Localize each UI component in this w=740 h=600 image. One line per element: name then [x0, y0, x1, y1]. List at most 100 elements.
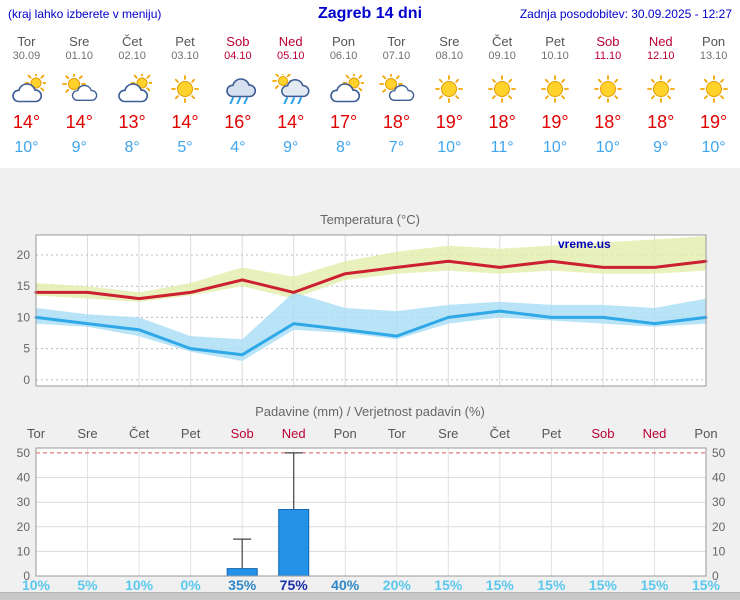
day-name: Čet — [122, 34, 143, 49]
day-column-05.10[interactable]: Ned 05.10 14° 9° — [264, 30, 317, 168]
day-max-temp: 18° — [382, 112, 411, 132]
day-max-temp: 16° — [224, 112, 252, 132]
day-column-03.10[interactable]: Pet 03.10 14° 5° — [159, 30, 212, 168]
day-max-temp: 17° — [329, 112, 358, 132]
day-min-temp: 10° — [701, 139, 726, 156]
temp-plot-frame — [35, 234, 707, 387]
precip-day-label: Pet — [542, 426, 562, 441]
day-date: 08.10 — [435, 50, 464, 62]
day-column-08.10[interactable]: Sre 08.10 19° 10° — [423, 30, 476, 168]
sun-icon — [541, 75, 569, 103]
temp-ytick-label: 5 — [23, 342, 30, 356]
day-min-temp: 4° — [230, 139, 246, 156]
day-name: Sre — [69, 34, 90, 49]
sun-icon — [488, 75, 517, 103]
day-min-temp: 10° — [542, 139, 568, 156]
precip-ytick-right: 30 — [712, 495, 726, 509]
precip-bar — [278, 509, 310, 577]
precip-probability: 75% — [280, 577, 309, 593]
precip-ytick-right: 40 — [712, 471, 726, 485]
day-column-13.10[interactable]: Pon 13.10 19° 10° — [687, 30, 740, 168]
precip-ytick-right: 50 — [712, 446, 726, 460]
day-name: Pon — [332, 34, 356, 49]
precip-ytick-right: 10 — [712, 544, 726, 558]
precip-ytick-left: 30 — [17, 495, 31, 509]
cloud-sun-icon — [12, 71, 48, 103]
day-icon-wrap — [476, 74, 529, 106]
precip-day-label: Čet — [490, 426, 511, 441]
precip-bar — [226, 568, 258, 577]
day-max-temp: 14° — [65, 112, 93, 132]
precip-day-label: Ned — [643, 426, 667, 441]
precipitation-chart: Tor Sre Čet Pet Sob Ned Pon Tor Sre Čet Pet Sob Ned P… — [17, 426, 726, 593]
day-max-temp: 18° — [594, 112, 622, 132]
day-min-temp: 10° — [14, 139, 39, 156]
day-date: 03.10 — [171, 50, 199, 62]
precip-ytick-left: 50 — [17, 446, 31, 460]
day-max-temp: 18° — [647, 112, 675, 132]
temperature-chart: 0 5 10 15 20 vreme.us — [17, 234, 708, 387]
min-range-band — [36, 292, 706, 361]
forecast-days-row: Tor 30.09 14° 10° Sre 01.10 14° 9° Čet 02.10 13° 8°… — [0, 30, 740, 168]
precip-ytick-left: 0 — [23, 569, 30, 583]
day-column-06.10[interactable]: Pon 06.10 17° 8° — [317, 30, 370, 168]
bottom-scrollbar[interactable] — [0, 592, 740, 600]
day-name: Ned — [648, 34, 673, 49]
day-min-temp: 10° — [437, 139, 462, 156]
temp-ytick-label: 0 — [23, 373, 30, 387]
day-column-11.10[interactable]: Sob 11.10 18° 10° — [581, 30, 634, 168]
day-column-30.09[interactable]: Tor 30.09 14° 10° — [0, 30, 53, 168]
day-icon-wrap — [634, 74, 687, 106]
max-range-band — [36, 236, 706, 302]
day-icon-wrap — [211, 74, 264, 106]
day-max-temp: 14° — [171, 112, 199, 132]
temperature-chart-title: Temperatura (°C) — [320, 212, 420, 227]
precip-probability: 10% — [125, 577, 154, 593]
day-column-07.10[interactable]: Tor 07.10 18° 7° — [370, 30, 423, 168]
day-column-10.10[interactable]: Pet 10.10 19° 10° — [529, 30, 582, 168]
day-name: Pon — [702, 34, 726, 49]
day-icon-wrap — [159, 74, 212, 106]
rain-sun-icon — [271, 70, 310, 105]
day-date: 09.10 — [488, 50, 516, 62]
day-name: Tor — [387, 34, 406, 49]
day-date: 01.10 — [65, 50, 94, 62]
day-name: Ned — [278, 34, 303, 49]
sun-icon — [646, 75, 675, 103]
day-name: Pet — [545, 34, 565, 49]
precip-day-label: Tor — [388, 426, 407, 441]
day-min-temp: 9° — [283, 139, 299, 156]
day-min-temp: 7° — [388, 139, 405, 156]
day-column-09.10[interactable]: Čet 09.10 18° 11° — [476, 30, 529, 168]
day-min-temp: 8° — [124, 139, 140, 156]
precip-day-label: Pet — [181, 426, 201, 441]
precipitation-chart-title: Padavine (mm) / Verjetnost padavin (%) — [255, 404, 485, 419]
day-column-02.10[interactable]: Čet 02.10 13° 8° — [106, 30, 159, 168]
header: (kraj lahko izberete v meniju) Zagreb 14… — [0, 0, 740, 28]
day-date: 30.09 — [12, 50, 41, 62]
day-icon-wrap — [687, 74, 740, 106]
precip-day-label: Ned — [282, 426, 306, 441]
sun-icon — [435, 75, 464, 103]
day-date: 05.10 — [276, 50, 305, 62]
day-min-temp: 9° — [653, 139, 669, 156]
min-temperature-line — [34, 309, 708, 357]
day-icon-wrap — [529, 74, 582, 106]
day-column-01.10[interactable]: Sre 01.10 14° 9° — [53, 30, 106, 168]
day-min-temp: 5° — [177, 139, 193, 156]
sun-icon — [171, 75, 199, 103]
day-name: Sob — [226, 34, 250, 49]
day-min-temp: 10° — [595, 139, 620, 156]
precip-probability: 15% — [692, 577, 721, 593]
temp-ytick-label: 20 — [17, 248, 31, 262]
precip-day-label: Sre — [77, 426, 97, 441]
sun-cloud-icon — [379, 72, 415, 101]
day-column-12.10[interactable]: Ned 12.10 18° 9° — [634, 30, 687, 168]
day-column-04.10[interactable]: Sob 04.10 16° 4° — [211, 30, 264, 168]
day-min-temp: 8° — [335, 139, 352, 156]
day-max-temp: 14° — [12, 112, 41, 132]
max-temperature-line — [34, 259, 708, 301]
day-min-temp: 9° — [71, 139, 87, 156]
day-icon-wrap — [317, 71, 370, 106]
day-date: 07.10 — [382, 50, 411, 62]
